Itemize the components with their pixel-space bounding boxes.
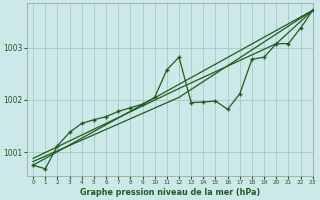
X-axis label: Graphe pression niveau de la mer (hPa): Graphe pression niveau de la mer (hPa) [80, 188, 260, 197]
